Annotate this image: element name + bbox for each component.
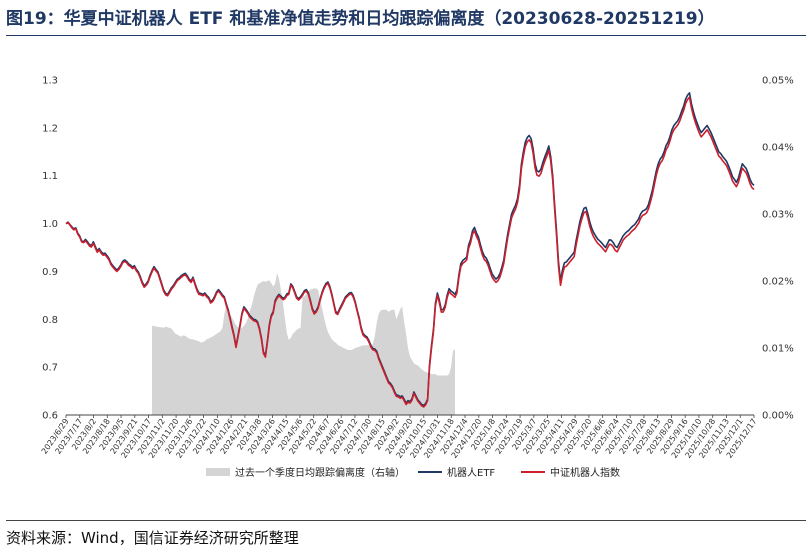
left-tick-label: 0.7 bbox=[42, 363, 58, 374]
source-note: 资料来源：Wind，国信证券经济研究所整理 bbox=[6, 529, 299, 547]
legend-label: 过去一个季度日均跟踪偏离度（右轴） bbox=[235, 466, 405, 479]
figure-title: 图19：华夏中证机器人 ETF 和基准净值走势和日均跟踪偏离度（20230628… bbox=[6, 9, 715, 29]
legend-deviation: 过去一个季度日均跟踪偏离度（右轴） bbox=[206, 466, 405, 479]
left-tick-label: 1.3 bbox=[42, 76, 58, 87]
left-tick-label: 1.1 bbox=[42, 171, 58, 182]
left-tick-label: 1.0 bbox=[42, 219, 58, 230]
x-axis: 2023/6/292023/7/172023/8/22023/8/182023/… bbox=[40, 415, 759, 460]
legend: 过去一个季度日均跟踪偏离度（右轴） 机器人ETF 中证机器人指数 bbox=[206, 466, 620, 479]
legend-swatch bbox=[206, 468, 230, 476]
right-tick-label: 0.03% bbox=[762, 210, 794, 221]
nav-lines-layer bbox=[65, 92, 755, 408]
left-y-axis: 0.6 0.7 0.8 0.9 1.0 1.1 1.2 1.3 bbox=[42, 76, 58, 422]
legend-label: 中证机器人指数 bbox=[550, 466, 620, 479]
right-tick-label: 0.02% bbox=[762, 277, 794, 288]
left-tick-label: 0.8 bbox=[42, 315, 58, 326]
source-divider bbox=[6, 520, 806, 521]
left-tick-label: 0.6 bbox=[42, 411, 58, 422]
right-tick-label: 0.01% bbox=[762, 344, 794, 355]
etf-nav-line bbox=[65, 92, 755, 407]
title-divider bbox=[6, 35, 806, 36]
legend-etf: 机器人ETF bbox=[418, 466, 495, 479]
deviation-area-layer bbox=[152, 273, 455, 415]
right-tick-label: 0.00% bbox=[762, 411, 794, 422]
deviation-area bbox=[152, 273, 455, 415]
legend-label: 机器人ETF bbox=[447, 466, 495, 479]
chart-svg: 0.6 0.7 0.8 0.9 1.0 1.1 1.2 1.3 0.00% 0.01% 0.02%… bbox=[40, 76, 794, 480]
left-tick-label: 0.9 bbox=[42, 267, 58, 278]
left-tick-label: 1.2 bbox=[42, 123, 58, 134]
legend-index: 中证机器人指数 bbox=[521, 466, 620, 479]
right-tick-label: 0.05% bbox=[762, 76, 794, 87]
index-nav-line bbox=[65, 96, 755, 408]
right-tick-label: 0.04% bbox=[762, 143, 794, 154]
right-y-axis: 0.00% 0.01% 0.02% 0.03% 0.04% 0.05% bbox=[762, 76, 794, 422]
